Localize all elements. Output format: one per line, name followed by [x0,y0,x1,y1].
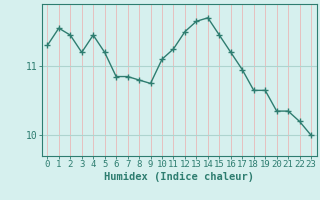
X-axis label: Humidex (Indice chaleur): Humidex (Indice chaleur) [104,172,254,182]
